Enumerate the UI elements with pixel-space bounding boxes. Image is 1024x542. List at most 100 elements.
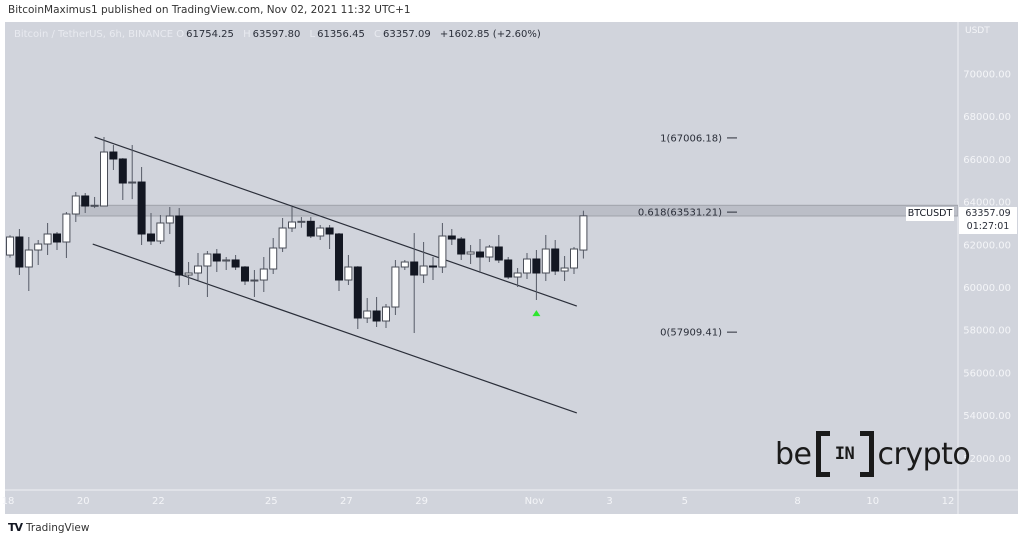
candle xyxy=(250,269,259,298)
unit-label: USDT xyxy=(965,26,990,36)
candle xyxy=(410,233,419,334)
time-tick-label: 29 xyxy=(415,496,428,507)
candle xyxy=(43,223,52,256)
candle xyxy=(551,239,560,276)
candle-body-up xyxy=(269,247,278,270)
candle-body-up xyxy=(100,151,108,207)
candle xyxy=(278,218,287,253)
price-tick-label: 52000.00 xyxy=(963,454,1011,465)
channel-upper-line xyxy=(94,136,578,307)
candle-body-down xyxy=(147,233,155,242)
candle-body-up xyxy=(62,213,71,243)
candle-body-up xyxy=(259,268,268,281)
logo-bracket-icon: IN xyxy=(815,431,874,477)
candle xyxy=(466,245,475,265)
candle-body-down xyxy=(429,265,437,268)
close-value: 63357.09 xyxy=(382,29,431,40)
candle-body-up xyxy=(382,306,390,322)
candle-body-up xyxy=(570,248,578,269)
candle-body-down xyxy=(476,251,484,258)
price-tick-label: 58000.00 xyxy=(963,326,1011,337)
candle-body-up xyxy=(288,221,296,229)
candle-body-up xyxy=(438,235,447,268)
fib-level-label: 1(67006.18) xyxy=(660,133,722,144)
candle xyxy=(184,262,193,286)
candle-body-up xyxy=(541,248,550,274)
candle-body-up xyxy=(184,272,193,276)
time-tick-label: 10 xyxy=(866,496,879,507)
candle xyxy=(15,229,24,276)
candle-body-down xyxy=(372,310,381,322)
candle xyxy=(382,304,390,329)
candle-body-up xyxy=(513,272,522,278)
time-tick-label: 22 xyxy=(152,496,165,507)
candle-body-down xyxy=(532,258,541,274)
candle-body-down xyxy=(447,235,456,240)
candle xyxy=(34,239,43,265)
last-price: 63357.09 xyxy=(965,208,1011,219)
channel-lower-line xyxy=(92,243,578,414)
candle xyxy=(476,239,484,274)
price-tick-label: 56000.00 xyxy=(963,368,1011,379)
candle xyxy=(62,212,71,259)
high-label: H xyxy=(243,29,251,40)
candle xyxy=(438,223,447,274)
candle xyxy=(363,298,372,324)
price-axis-unit[interactable]: USDT xyxy=(965,26,990,36)
candle xyxy=(53,231,61,251)
candle xyxy=(344,255,353,286)
price-tick-label: 70000.00 xyxy=(963,70,1011,81)
candle-body-down xyxy=(212,253,221,262)
candle-body-down xyxy=(353,266,362,319)
time-tick-label: 27 xyxy=(340,496,353,507)
candle-body-down xyxy=(410,261,419,276)
candle-body-down xyxy=(53,233,61,243)
candle-body-down xyxy=(335,233,343,281)
candle-body-up xyxy=(203,253,212,267)
candle-body-up xyxy=(43,233,52,245)
symbol-price-label: BTCUSDT xyxy=(906,207,954,221)
time-tick-label: 18 xyxy=(2,496,15,507)
candle-body-down xyxy=(15,236,24,268)
candle-body-up xyxy=(194,265,202,274)
candle xyxy=(100,137,108,207)
candle-body-up xyxy=(523,258,531,274)
candle xyxy=(485,245,494,263)
candle xyxy=(513,268,522,288)
candle-body-up xyxy=(71,195,80,215)
time-tick-label: 12 xyxy=(942,496,955,507)
candle-body-up xyxy=(222,259,231,262)
candle xyxy=(353,266,362,330)
candle xyxy=(297,217,306,228)
price-tick-label: 60000.00 xyxy=(963,283,1011,294)
green-triangle-up-icon xyxy=(532,310,541,317)
candle xyxy=(269,238,278,275)
candle xyxy=(523,252,531,280)
low-label: L xyxy=(309,29,316,40)
candle xyxy=(335,233,343,292)
tradingview-footer[interactable]: TV TradingView xyxy=(8,521,89,534)
candle-body-down xyxy=(81,195,90,207)
candle-body-up xyxy=(90,204,99,207)
candle xyxy=(391,260,400,315)
candle-body-up xyxy=(156,222,165,242)
candle xyxy=(541,234,550,282)
candle xyxy=(447,229,456,246)
candle-body-down xyxy=(306,220,315,237)
candle xyxy=(316,224,325,240)
candle xyxy=(222,257,231,270)
candle-body-up xyxy=(579,215,588,251)
resistance-zone xyxy=(76,204,958,217)
candle xyxy=(231,255,240,270)
open-value: 61754.25 xyxy=(186,29,234,40)
candle-body-up xyxy=(419,265,428,276)
time-tick-label: 3 xyxy=(606,496,612,507)
open-label: O xyxy=(176,29,185,40)
price-tick-label: 62000.00 xyxy=(963,240,1011,251)
logo-text-crypto: crypto xyxy=(877,436,971,472)
candle-body-down xyxy=(231,259,240,268)
low-value: 61356.45 xyxy=(317,29,365,40)
candle-body-up xyxy=(344,266,353,281)
candle xyxy=(24,237,33,292)
